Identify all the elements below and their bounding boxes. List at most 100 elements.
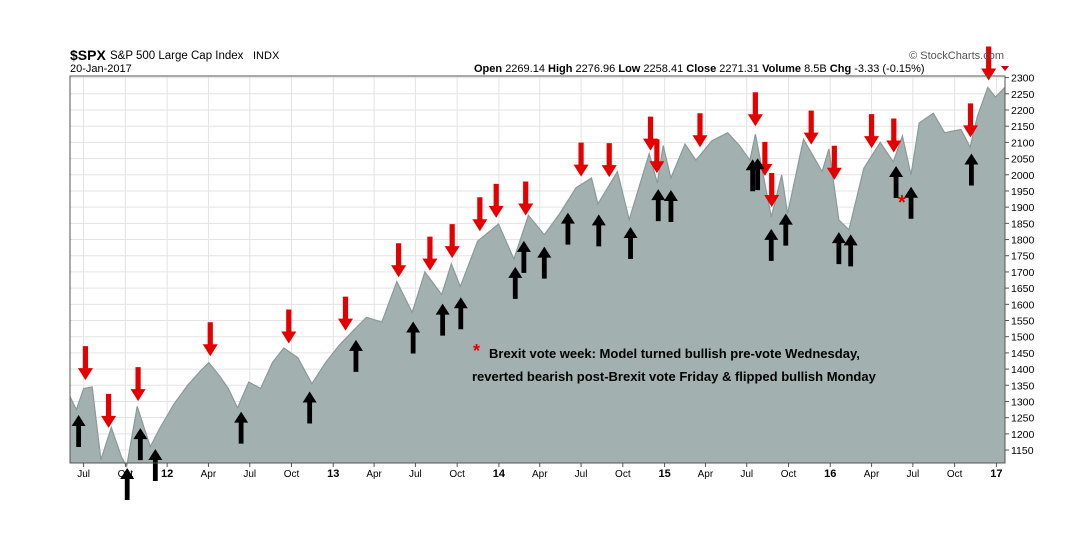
sell-arrow (573, 142, 589, 177)
buy-arrow (234, 411, 249, 444)
sell-arrow (649, 139, 665, 174)
brexit-star-marker: * (898, 192, 906, 214)
x-axis: Jul Oct 12 Apr Jul Oct 13 Apr Jul Oct 14 Apr Jul Oct 1… (77, 463, 1003, 480)
sell-arrow (101, 393, 117, 428)
y-tick-label: 1900 (1011, 202, 1035, 214)
sell-arrow (764, 173, 780, 208)
buy-arrow (778, 213, 793, 246)
buy-arrow (663, 190, 678, 223)
x-tick-label: Jul (77, 469, 90, 480)
buy-arrow (889, 166, 904, 199)
buy-arrow (406, 321, 421, 354)
buy-arrow (904, 186, 919, 219)
y-tick-label: 1850 (1011, 218, 1035, 230)
x-tick-label: Jul (575, 469, 588, 480)
sell-arrow (202, 322, 218, 357)
price-line (69, 86, 1006, 468)
buy-arrow (750, 158, 765, 191)
brand-logo: © StockCharts.com (909, 50, 1004, 62)
sell-arrow (518, 181, 534, 216)
exchange: INDX (253, 50, 280, 62)
sell-arrow (338, 296, 354, 331)
y-tick-label: 1550 (1011, 316, 1035, 328)
y-axis: 1150 1200 1250 1300 1350 1400 1450 1500 1550 1600… (1005, 73, 1035, 457)
annotation-line-1: Brexit vote week: Model turned bullish p… (489, 346, 860, 361)
buy-arrow (591, 214, 606, 247)
buy-arrow (120, 468, 135, 500)
buy-arrow (843, 234, 858, 267)
open-label: Open (474, 63, 502, 75)
x-tick-label: Oct (781, 469, 797, 480)
sell-arrow (488, 183, 504, 218)
x-tick-label: Oct (284, 469, 300, 480)
x-tick-label: Apr (532, 469, 548, 480)
sell-arrow (963, 103, 979, 138)
x-tick-label: Oct (118, 469, 134, 480)
x-tick-label: Jul (906, 469, 919, 480)
sell-arrow (281, 309, 297, 344)
x-tick-label: Jul (740, 469, 753, 480)
y-tick-label: 2200 (1011, 105, 1035, 117)
buy-arrow (71, 414, 86, 447)
buy-arrow (348, 339, 363, 372)
sell-arrow (981, 46, 997, 81)
y-tick-label: 1200 (1011, 429, 1035, 441)
buy-arrow (302, 391, 317, 424)
buy-arrow (964, 153, 979, 186)
sell-arrow (444, 224, 460, 259)
buy-arrow (435, 303, 450, 336)
x-tick-label: 15 (658, 468, 670, 480)
x-tick-label: Apr (201, 469, 217, 480)
low-label: Low (618, 63, 640, 75)
y-tick-label: 1650 (1011, 283, 1035, 295)
x-tick-label: 16 (824, 468, 836, 480)
annotation-line-2: reverted bearish post-Brexit vote Friday… (472, 369, 877, 384)
x-tick-label: 17 (990, 468, 1002, 480)
y-tick-label: 1600 (1011, 299, 1035, 311)
y-tick-label: 2050 (1011, 154, 1035, 166)
sell-arrow (747, 92, 763, 127)
ohlc-readout: Open 2269.14 High 2276.96 Low 2258.41 Cl… (474, 63, 925, 75)
annotation-star: * (473, 341, 480, 361)
x-tick-label: 12 (161, 468, 173, 480)
sell-arrow (864, 114, 880, 149)
y-tick-label: 2300 (1011, 73, 1035, 85)
y-tick-label: 2100 (1011, 137, 1035, 149)
buy-arrow (516, 240, 531, 273)
sell-arrow (130, 367, 146, 402)
buy-arrow (508, 266, 523, 299)
x-tick-label: 13 (327, 468, 339, 480)
chg-value: -3.33 (-0.15%) (854, 63, 924, 75)
sell-arrow (826, 145, 842, 180)
y-tick-label: 1700 (1011, 267, 1035, 279)
buy-arrow (831, 232, 846, 265)
signals (71, 46, 997, 500)
buy-arrow (537, 246, 552, 279)
sell-arrow (886, 118, 902, 153)
buy-arrow (651, 189, 666, 222)
y-tick-label: 1300 (1011, 396, 1035, 408)
close-value: 2271.31 (719, 63, 759, 75)
y-tick-label: 1450 (1011, 348, 1035, 360)
index-name: S&P 500 Large Cap Index (110, 50, 244, 62)
sell-arrow (77, 346, 93, 381)
chart-date: 20-Jan-2017 (70, 63, 132, 75)
y-tick-label: 1750 (1011, 251, 1035, 263)
buy-arrow (623, 226, 638, 259)
buy-arrow (453, 297, 468, 330)
y-tick-label: 2000 (1011, 170, 1035, 182)
x-tick-label: 14 (493, 468, 506, 480)
sell-arrow (472, 197, 488, 232)
low-value: 2258.41 (643, 63, 683, 75)
x-tick-label: Oct (947, 469, 963, 480)
high-value: 2276.96 (576, 63, 616, 75)
sell-arrow (391, 243, 407, 278)
sell-arrow (422, 236, 438, 271)
sell-arrow (803, 110, 819, 145)
sell-arrow (643, 116, 659, 151)
volume-value: 8.5B (804, 63, 827, 75)
y-tick-label: 1500 (1011, 332, 1035, 344)
x-tick-label: Apr (864, 469, 880, 480)
y-tick-label: 1150 (1011, 445, 1034, 457)
